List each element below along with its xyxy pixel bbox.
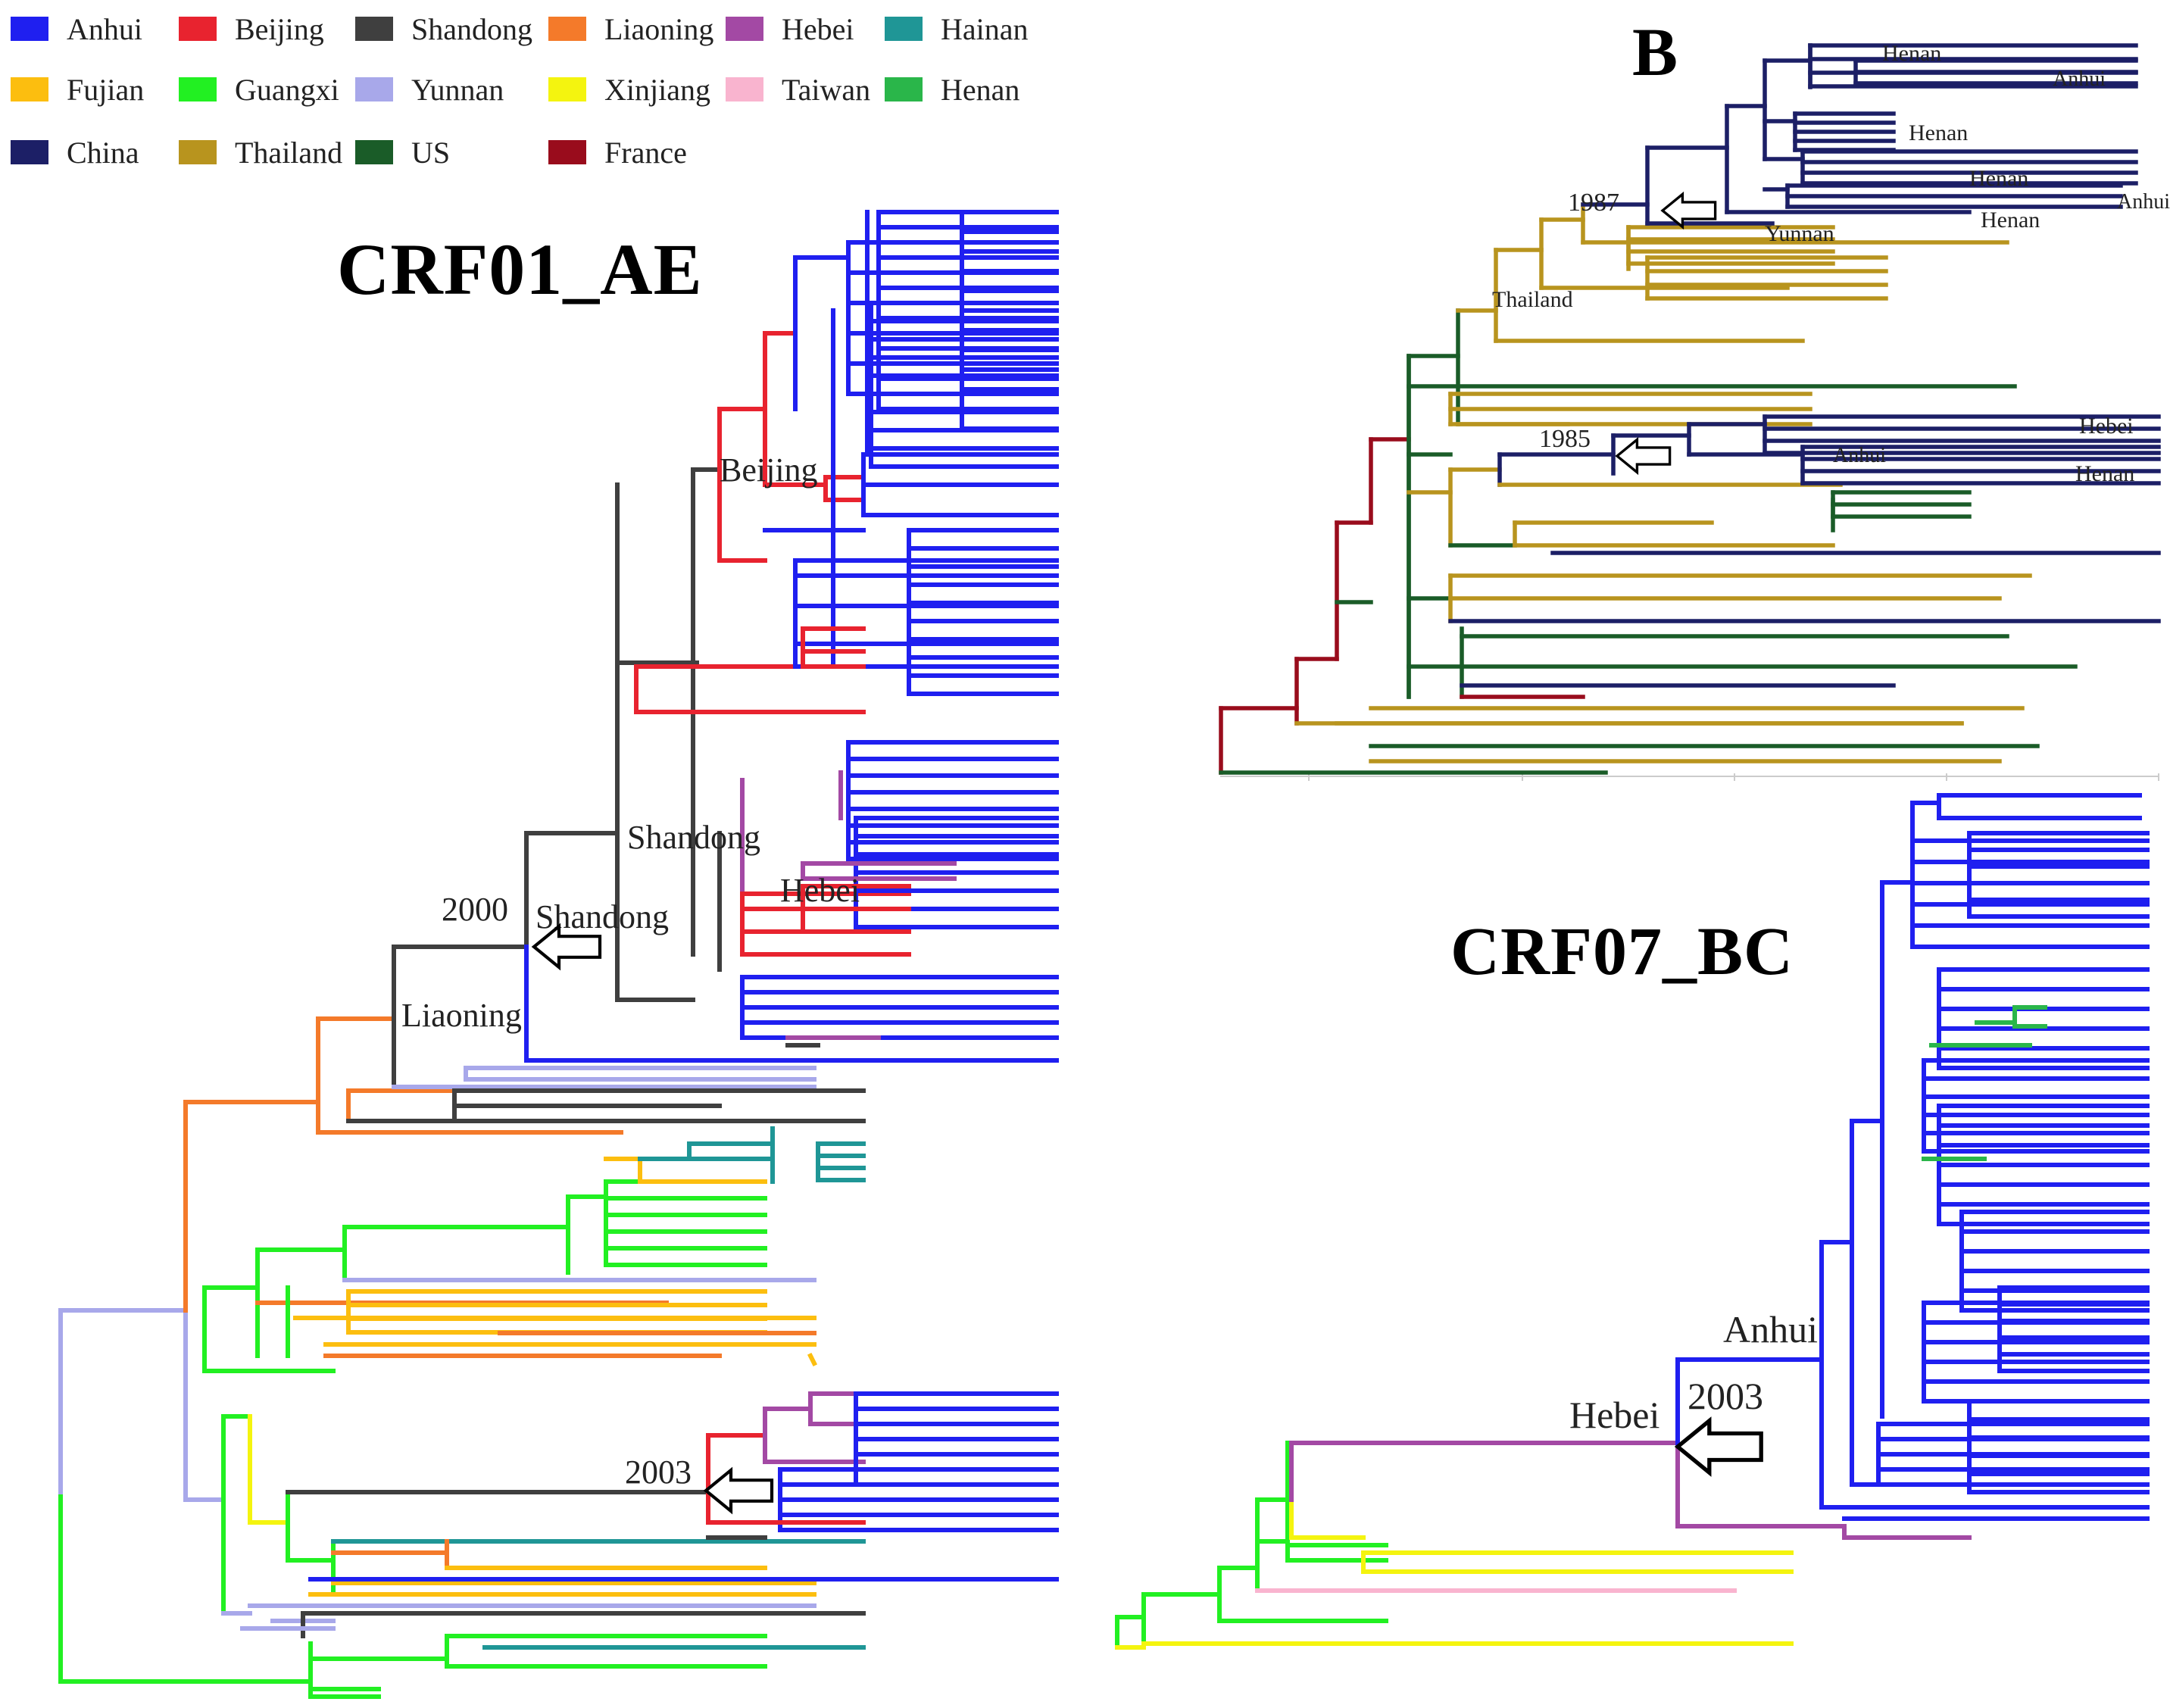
legend-item-xinjiang: Xinjiang bbox=[548, 67, 710, 112]
legend-item-taiwan: Taiwan bbox=[726, 67, 870, 112]
legend-label-china: China bbox=[67, 135, 139, 170]
b-panel-title: B bbox=[1632, 15, 1679, 90]
branch-211 bbox=[807, 1352, 818, 1367]
legend-label-hebei: Hebei bbox=[782, 11, 854, 46]
legend-swatch-hebei bbox=[726, 17, 763, 41]
legend-item-beijing: Beijing bbox=[179, 6, 324, 52]
legend-label-taiwan: Taiwan bbox=[782, 72, 871, 107]
label-b-henan-3: Henan bbox=[1969, 166, 2028, 191]
legend-label-us: US bbox=[411, 135, 451, 170]
arrow-1987 bbox=[1660, 191, 1717, 230]
crf07-title: CRF07_BC bbox=[1450, 914, 1794, 989]
legend: Anhui Beijing Shandong Liaoning Hebei Hainan F… bbox=[11, 6, 1056, 173]
label-2000: 2000 bbox=[442, 891, 508, 928]
arrow-2003-crf01 bbox=[703, 1466, 774, 1515]
legend-swatch-henan bbox=[885, 77, 923, 101]
label-b-anhui-3: Anhui bbox=[1833, 444, 1886, 467]
legend-label-hainan: Hainan bbox=[941, 11, 1029, 46]
label-liaoning: Liaoning bbox=[401, 997, 522, 1034]
label-shandong-upper: Shandong bbox=[627, 819, 760, 856]
label-b-yunnan: Yunnan bbox=[1765, 221, 1834, 246]
label-b-hebei: Hebei bbox=[2079, 414, 2134, 439]
legend-swatch-us bbox=[355, 140, 393, 164]
label-b-henan-1: Henan bbox=[1882, 41, 1941, 66]
arrow-2000 bbox=[531, 923, 602, 971]
legend-label-xinjiang: Xinjiang bbox=[604, 72, 710, 107]
label-hebei: Hebei bbox=[780, 872, 860, 909]
legend-item-hebei: Hebei bbox=[726, 6, 854, 52]
label-crf07-anhui: Anhui bbox=[1723, 1308, 1818, 1350]
legend-swatch-liaoning bbox=[548, 17, 586, 41]
legend-item-yunnan: Yunnan bbox=[355, 67, 504, 112]
label-b-1987: 1987 bbox=[1568, 189, 1619, 217]
legend-label-yunnan: Yunnan bbox=[411, 72, 504, 107]
legend-swatch-anhui bbox=[11, 17, 48, 41]
legend-swatch-beijing bbox=[179, 17, 217, 41]
legend-label-beijing: Beijing bbox=[235, 11, 324, 46]
label-beijing: Beijing bbox=[720, 451, 818, 489]
crf01-title: CRF01_AE bbox=[337, 229, 703, 310]
legend-item-shandong: Shandong bbox=[355, 6, 532, 52]
label-2003-crf07: 2003 bbox=[1688, 1375, 1763, 1417]
legend-swatch-thailand bbox=[179, 140, 217, 164]
arrow-2003-crf07 bbox=[1674, 1416, 1763, 1477]
legend-item-thailand: Thailand bbox=[179, 130, 342, 175]
label-b-henan-5: Henan bbox=[2075, 461, 2134, 486]
legend-item-france: France bbox=[548, 130, 687, 175]
label-b-thailand: Thailand bbox=[1492, 287, 1573, 312]
label-b-1985: 1985 bbox=[1539, 425, 1591, 453]
legend-item-guangxi: Guangxi bbox=[179, 67, 339, 112]
legend-label-henan: Henan bbox=[941, 72, 1020, 107]
legend-item-china: China bbox=[11, 130, 139, 175]
legend-item-henan: Henan bbox=[885, 67, 1019, 112]
legend-label-thailand: Thailand bbox=[235, 135, 343, 170]
legend-swatch-shandong bbox=[355, 17, 393, 41]
legend-item-fujian: Fujian bbox=[11, 67, 144, 112]
legend-swatch-xinjiang bbox=[548, 77, 586, 101]
legend-item-hainan: Hainan bbox=[885, 6, 1029, 52]
legend-swatch-france bbox=[548, 140, 586, 164]
legend-swatch-hainan bbox=[885, 17, 923, 41]
legend-swatch-fujian bbox=[11, 77, 48, 101]
arrow-1985 bbox=[1615, 436, 1672, 476]
label-b-anhui-2: Anhui bbox=[2117, 190, 2170, 214]
label-crf07-hebei: Hebei bbox=[1569, 1394, 1660, 1436]
label-2003-crf01: 2003 bbox=[625, 1454, 692, 1491]
legend-label-liaoning: Liaoning bbox=[604, 11, 714, 46]
legend-label-guangxi: Guangxi bbox=[235, 72, 339, 107]
legend-item-liaoning: Liaoning bbox=[548, 6, 713, 52]
legend-item-anhui: Anhui bbox=[11, 6, 142, 52]
legend-swatch-guangxi bbox=[179, 77, 217, 101]
legend-label-shandong: Shandong bbox=[411, 11, 532, 46]
legend-swatch-taiwan bbox=[726, 77, 763, 101]
legend-label-france: France bbox=[604, 135, 687, 170]
label-b-henan-4: Henan bbox=[1981, 208, 2040, 233]
legend-swatch-china bbox=[11, 140, 48, 164]
legend-label-anhui: Anhui bbox=[67, 11, 142, 46]
legend-swatch-yunnan bbox=[355, 77, 393, 101]
legend-item-us: US bbox=[355, 130, 450, 175]
label-b-henan-2: Henan bbox=[1909, 120, 1968, 145]
label-b-anhui-1: Anhui bbox=[2053, 67, 2106, 91]
legend-label-fujian: Fujian bbox=[67, 72, 145, 107]
